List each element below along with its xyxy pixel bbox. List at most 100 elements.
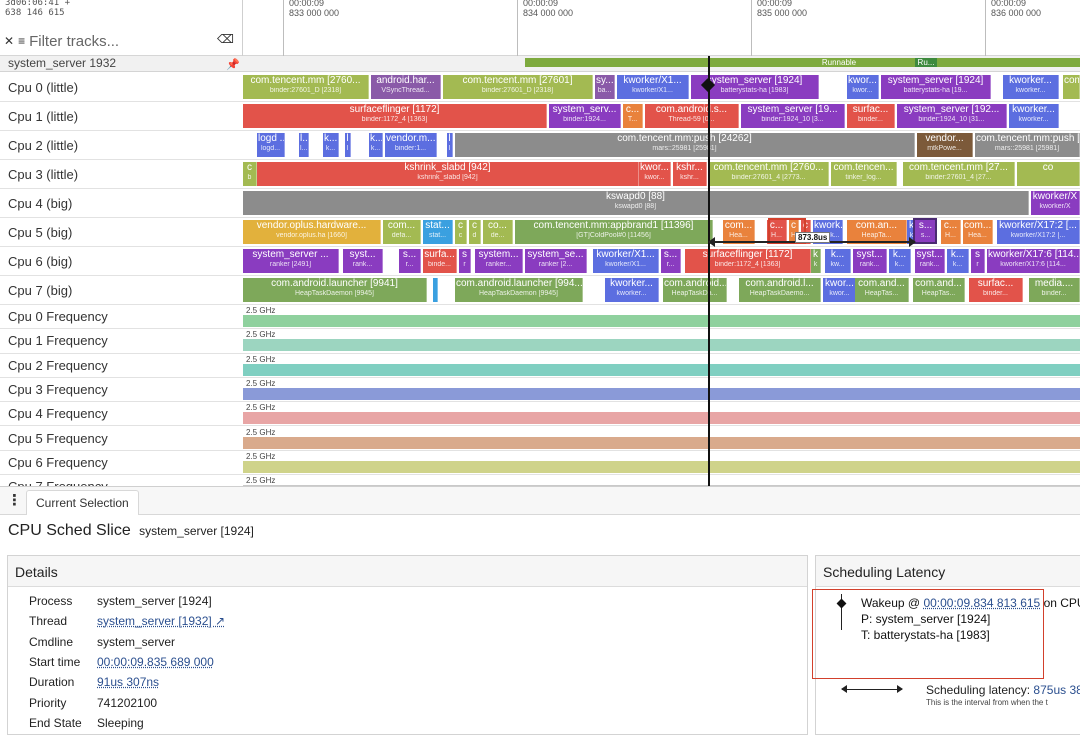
sched-slice[interactable]: surfac... binder... (847, 104, 895, 128)
cpu-track[interactable]: Cpu 6 (big) system_server ... ranker [2491… (0, 247, 1080, 276)
frequency-track-lane[interactable]: 2.5 GHz (243, 451, 1080, 474)
cpu-frequency-track[interactable]: Cpu 2 Frequency 2.5 GHz (0, 354, 1080, 378)
thread-state-bar-tail[interactable] (943, 58, 1080, 67)
sched-slice[interactable]: vendor... mtkPowe... (917, 133, 973, 157)
sched-slice[interactable]: c... H... (941, 220, 961, 244)
sched-slice[interactable]: co... de... (483, 220, 513, 244)
frequency-bar[interactable] (243, 485, 1080, 486)
frequency-track-lane[interactable]: 2.5 GHz (243, 329, 1080, 352)
tracks-area[interactable]: system_server 1932 📌 Runnable Ru... Cpu 0… (0, 56, 1080, 486)
cpu-track[interactable]: Cpu 1 (little) surfaceflinger [1172] binde… (0, 102, 1080, 131)
frequency-bar[interactable] (243, 436, 1080, 449)
frequency-bar[interactable] (243, 363, 1080, 376)
sched-slice[interactable]: syst... rank... (915, 249, 945, 273)
cpu-track-lane[interactable]: surfaceflinger [1172] binder:1172_4 [1363… (243, 102, 1080, 130)
cpu-frequency-track[interactable]: Cpu 0 Frequency 2.5 GHz (0, 305, 1080, 330)
wakeup-time-link[interactable]: 00:00:09.834 813 615 (923, 596, 1041, 610)
thread-state-bar[interactable]: Runnable (525, 58, 1080, 67)
frequency-bar[interactable] (243, 412, 1080, 425)
sched-slice[interactable]: s... r... (399, 249, 421, 273)
frequency-track-lane[interactable]: 2.5 GHz (243, 305, 1080, 328)
sched-slice[interactable]: media.... binder... (1029, 278, 1080, 302)
sched-slice[interactable]: logd ...logd... (257, 133, 285, 157)
sched-slice[interactable]: syst... rank... (853, 249, 887, 273)
scheduling-latency-value[interactable]: 875us 38 (1033, 683, 1080, 697)
sched-slice[interactable]: surfac... binder... (969, 278, 1023, 302)
sched-slice[interactable]: com.tencent.mm:push [24262]mars::25981 [… (455, 133, 915, 157)
cpu-track-lane[interactable]: vendor.oplus.hardware... vendor.oplus.ha … (243, 218, 1080, 246)
frequency-track-lane[interactable]: 2.5 GHz (243, 427, 1080, 450)
details-value[interactable]: system_server [1932] ↗ (97, 614, 226, 629)
cpu-frequency-track[interactable]: Cpu 3 Frequency 2.5 GHz (0, 378, 1080, 403)
sched-slice[interactable]: c... T... (623, 104, 643, 128)
sched-slice[interactable]: kshr... kshr... (673, 162, 707, 186)
cpu-track-lane[interactable]: c b kshrink_slabd [942] kshrink_slabd [942]… (243, 160, 1080, 188)
sched-slice[interactable]: com.android... HeapTaskDa... (663, 278, 727, 302)
sched-slice[interactable]: com.an... HeapTa... (847, 220, 907, 244)
frequency-track-lane[interactable]: 2.5 GHz (243, 475, 1080, 486)
sched-slice[interactable]: k... kw... (825, 249, 851, 273)
cpu-track-lane[interactable]: com.android.launcher [9941] HeapTaskDaemo… (243, 276, 1080, 304)
sched-slice[interactable]: kworker/X1... kworker/X1... (593, 249, 659, 273)
frequency-bar[interactable] (243, 460, 1080, 473)
sched-slice[interactable]: kshrink_slabd [942] kshrink_slabd [942] (257, 162, 639, 186)
sched-slice[interactable]: system_server ... ranker [2491] (243, 249, 339, 273)
sched-slice[interactable]: syst... rank... (343, 249, 383, 273)
cpu-track-lane[interactable]: com.tencent.mm [2760... binder:27601_D [2… (243, 73, 1080, 101)
cpu-track[interactable]: Cpu 4 (big) kswapd0 [88] kswapd0 [88] kwork… (0, 189, 1080, 218)
sched-slice[interactable]: system_se... ranker [2... (525, 249, 587, 273)
sched-slice[interactable]: kwor... kwor... (639, 162, 671, 186)
sched-slice[interactable]: surfaceflinger [1172] binder:1172_4 [1363… (243, 104, 547, 128)
sched-slice[interactable]: k...k... (947, 249, 969, 273)
sched-slice[interactable]: k...k... (889, 249, 911, 273)
sched-slice[interactable]: com.and... HeapTas... (855, 278, 909, 302)
cpu-frequency-track[interactable]: Cpu 7 Frequency 2.5 GHz (0, 475, 1080, 486)
sched-slice[interactable]: com.android.s... Thread-59 [0... (645, 104, 739, 128)
sched-slice[interactable]: sy... ba... (595, 75, 615, 99)
frequency-track-lane[interactable]: 2.5 GHz (243, 378, 1080, 401)
sched-slice[interactable]: surfaceflinger [1172] binder:1172_4 [1363… (685, 249, 811, 273)
cpu-track[interactable]: Cpu 7 (big) com.android.launcher [9941] He… (0, 276, 1080, 305)
pin-icon[interactable]: 📌 (226, 59, 240, 71)
pinned-thread-track[interactable]: system_server 1932 📌 Runnable Ru... (0, 56, 1080, 72)
frequency-bar[interactable] (243, 339, 1080, 352)
sched-slice[interactable]: com.tencent.mm [2760... binder:27601_4 [2… (709, 162, 829, 186)
sched-slice[interactable]: system_serv... binder:1924... (549, 104, 621, 128)
sched-slice[interactable]: s... r... (661, 249, 681, 273)
collapse-all-icon[interactable]: ✕ (4, 34, 15, 48)
pinned-track-lane[interactable]: Runnable Ru... (243, 56, 1080, 71)
sched-slice[interactable]: kworker... kworker... (605, 278, 659, 302)
tab-current-selection[interactable]: Current Selection (26, 490, 139, 515)
cpu-frequency-track[interactable]: Cpu 1 Frequency 2.5 GHz (0, 329, 1080, 354)
sched-slice[interactable]: com.tencent.mm:push [24262]mars::25981 [… (975, 133, 1080, 157)
drag-handle-icon[interactable]: ⋮ (7, 492, 22, 509)
sched-slice[interactable]: kswapd0 [88] kswapd0 [88] (243, 191, 1029, 215)
sched-slice[interactable]: com... defa... (383, 220, 421, 244)
cpu-frequency-track[interactable]: Cpu 4 Frequency 2.5 GHz (0, 402, 1080, 427)
sched-slice[interactable]: system_server [1924] batterystats-ha [19.… (881, 75, 991, 99)
clear-filter-icon[interactable]: ⌫ (217, 32, 234, 46)
frequency-bar[interactable] (243, 387, 1080, 400)
cpu-track[interactable]: Cpu 0 (little) com.tencent.mm [2760... bin… (0, 73, 1080, 102)
sched-slice[interactable]: kworker/X17:2 [... kworker/X17:2 [... (997, 220, 1080, 244)
sched-slice[interactable]: com.tencent.mm:appbrand1 [11396] [GT]Cold… (515, 220, 713, 244)
sched-slice[interactable]: system_server [19... binder:1924_10 [3... (741, 104, 845, 128)
sched-slice[interactable]: k...k... (323, 133, 339, 157)
details-value[interactable]: 00:00:09.835 689 000 (97, 654, 214, 669)
sched-slice[interactable]: system... ranker... (475, 249, 523, 273)
frequency-bar[interactable] (243, 315, 1080, 327)
sched-slice[interactable]: com.tencent.mm [2760... binder:27601_D [2… (243, 75, 369, 99)
sched-slice[interactable]: l...l... (299, 133, 309, 157)
sched-slice[interactable]: system_server [192... binder:1924_10 [31.… (897, 104, 1007, 128)
cpu-frequency-track[interactable]: Cpu 5 Frequency 2.5 GHz (0, 427, 1080, 451)
cpu-track[interactable]: Cpu 3 (little) c b kshrink_slabd [942] kshri… (0, 160, 1080, 189)
sched-slice[interactable]: com.android.launcher [9941] HeapTaskDaemo… (243, 278, 427, 302)
sched-slice[interactable]: c... H... (767, 220, 787, 244)
sched-slice[interactable]: com.tencent.mm [27... binder:27601_4 [27.… (903, 162, 1015, 186)
cpu-track[interactable]: Cpu 2 (little) logd ...logd... l...l... k..… (0, 131, 1080, 160)
